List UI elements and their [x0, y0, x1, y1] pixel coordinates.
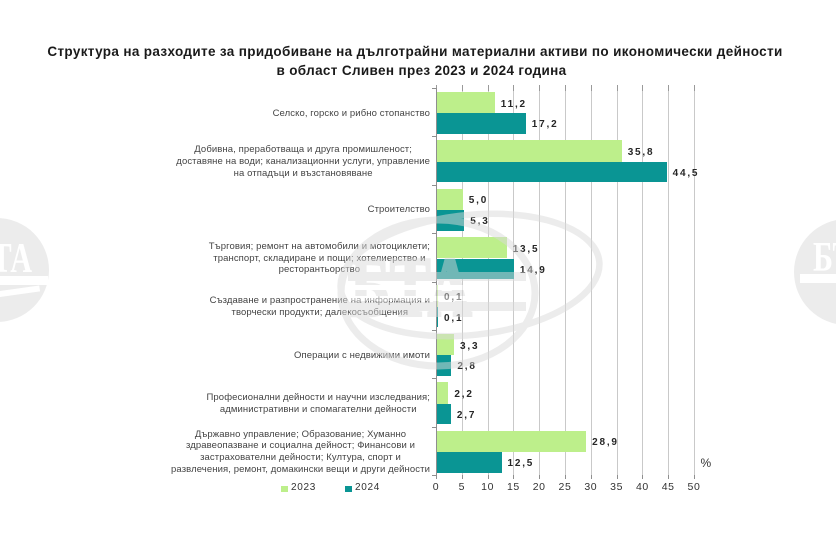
svg-text:БТА: БТА [0, 236, 32, 282]
svg-text:БТА: БТА [813, 235, 836, 281]
